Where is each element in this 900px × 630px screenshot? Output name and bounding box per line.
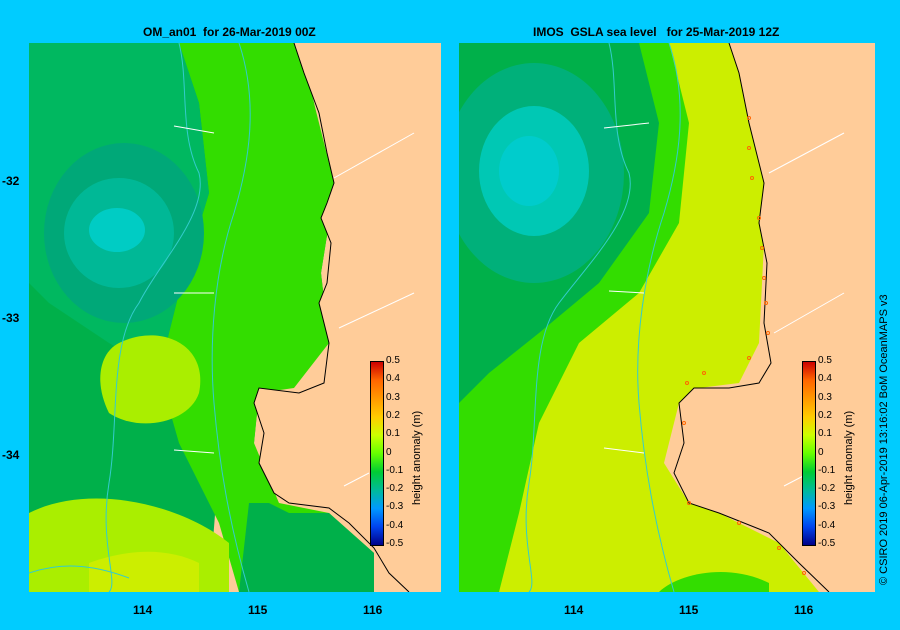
credit-text: © CSIRO 2019 06-Apr-2019 13:16:02 BoM Oc… [878,294,890,585]
y-tick-label: -34 [2,448,20,462]
colorbar-tick-label: 0.5 [818,355,832,366]
colorbar-tick-label: -0.4 [818,519,836,531]
left-map-panel [29,43,441,592]
coastline-left [253,43,410,592]
colorbar-tick-label: -0.3 [818,501,836,513]
colorbar-tick-label: -0.1 [386,464,404,476]
bathy-contour-2 [211,43,251,592]
bathy-contour-r2 [637,43,681,592]
colorbar-tick-label: 0.5 [386,355,400,366]
colorbar-tick-label: 0.3 [386,391,400,403]
coastline-right [673,43,830,592]
colorbar-tick-label: -0.2 [818,483,836,495]
current-arrows-left [173,125,415,487]
colorbar-tick-label: -0.1 [818,464,836,476]
x-tick-label: 114 [133,603,153,617]
right-map-svg [459,43,875,592]
x-tick-label: 115 [679,603,699,617]
x-tick-label: 116 [794,603,814,617]
land-left [254,43,441,592]
right-map-panel [459,43,875,592]
y-tick-label: -32 [2,174,20,188]
x-tick-label: 116 [363,603,383,617]
colorbar-right [802,361,816,546]
right-panel-title: IMOS GSLA sea level for 25-Mar-2019 12Z [533,25,780,39]
land-right [674,43,875,592]
colorbar-tick-label: 0.4 [386,373,400,385]
bathy-contour-3 [29,565,130,579]
cyan-eddy-core [89,208,145,252]
lime-patch [100,335,201,424]
colorbar-tick-label: -0.5 [818,538,836,549]
colorbar-right-title: height anomaly (m) [843,410,855,505]
bathy-contour-1 [105,43,201,592]
yellow-south [89,551,199,592]
left-panel-title: OM_an01 for 26-Mar-2019 00Z [143,25,316,39]
colorbar-tick-label: -0.5 [386,538,404,549]
y-tick-label: -33 [2,311,20,325]
cyan-eddy-core-right [499,136,559,206]
x-tick-label: 114 [564,603,584,617]
colorbar-tick-label: 0.1 [818,428,832,440]
colorbar-left-title: height anomaly (m) [411,410,423,505]
ocean-dark-nearshore [239,503,374,592]
colorbar-tick-label: -0.4 [386,519,404,531]
colorbar-tick-label: 0.3 [818,391,832,403]
bathy-contour-r1 [525,43,631,592]
tide-gauge-markers [682,116,806,575]
colorbar-tick-label: 0 [386,446,392,458]
colorbar-tick-label: 0.2 [818,409,832,421]
x-tick-label: 115 [248,603,268,617]
ocean-green-shelf [159,43,374,592]
colorbar-tick-label: 0.1 [386,428,400,440]
green-south-right [659,572,769,592]
colorbar-tick-label: 0.2 [386,409,400,421]
left-map-svg [29,43,441,592]
colorbar-tick-label: -0.3 [386,501,404,513]
colorbar-tick-label: 0 [818,446,824,458]
colorbar-tick-label: 0.4 [818,373,832,385]
colorbar-tick-label: -0.2 [386,483,404,495]
colorbar-left [370,361,384,546]
